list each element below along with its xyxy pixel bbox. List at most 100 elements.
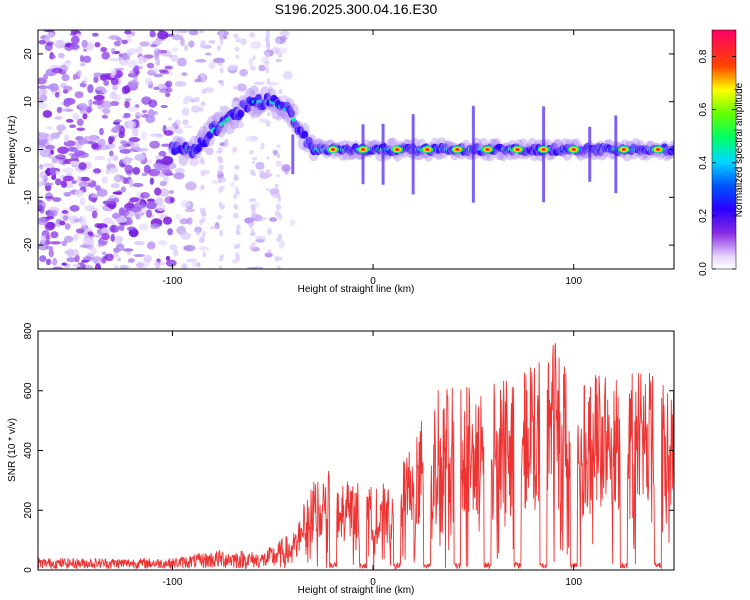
colorbar-tick-label: 0.6 — [698, 102, 709, 116]
noise-speckle — [49, 241, 62, 245]
noise-speckle — [100, 100, 113, 109]
noise-speckle — [54, 178, 62, 186]
noise-speckle — [124, 30, 132, 35]
streak-speckle — [217, 62, 223, 67]
streak-speckle — [219, 105, 223, 110]
noise-speckle — [52, 197, 62, 202]
noise-speckle — [162, 216, 173, 225]
noise-speckle — [164, 172, 174, 176]
noise-speckle — [140, 191, 150, 199]
noise-speckle — [165, 255, 171, 261]
noise-speckle — [48, 54, 57, 60]
noise-speckle — [203, 169, 210, 175]
noise-speckle — [113, 156, 119, 161]
noise-speckle — [153, 48, 162, 56]
spectrogram-y-tick-label: 10 — [23, 96, 34, 108]
noise-speckle — [66, 257, 77, 263]
noise-speckle — [106, 198, 115, 204]
noise-speckle — [59, 220, 66, 226]
noise-speckle — [38, 217, 46, 224]
noise-speckle — [115, 217, 128, 223]
streak-speckle — [232, 86, 239, 90]
noise-speckle — [40, 180, 45, 186]
streak-speckle — [218, 256, 224, 262]
noise-speckle — [42, 182, 54, 186]
streak-speckle — [218, 265, 223, 269]
noise-speckle — [184, 44, 189, 52]
ridge-spike — [291, 134, 295, 175]
noise-speckle — [69, 205, 80, 212]
noise-speckle — [159, 70, 170, 75]
noise-speckle — [109, 58, 121, 62]
noise-speckle — [92, 100, 102, 105]
noise-speckle — [272, 149, 279, 156]
hot-spot-core — [425, 148, 430, 151]
noise-speckle — [143, 254, 153, 263]
noise-speckle — [120, 186, 127, 193]
noise-speckle — [161, 156, 174, 165]
ridge-glow — [288, 103, 299, 118]
streak-speckle — [201, 88, 207, 95]
colorbar: 0.0 0.2 0.4 0.6 0.8 Normalized spectral ampl… — [698, 29, 745, 276]
noise-speckle — [56, 106, 63, 114]
noise-speckle — [39, 255, 47, 263]
noise-speckle — [122, 248, 134, 252]
noise-speckle — [193, 96, 201, 102]
noise-speckle — [39, 236, 47, 244]
noise-speckle — [174, 125, 179, 130]
noise-speckle — [64, 223, 71, 230]
streak-speckle — [199, 219, 203, 226]
streak-speckle — [252, 55, 256, 61]
noise-speckle — [78, 181, 90, 188]
noise-speckle — [279, 30, 290, 37]
noise-speckle — [141, 131, 148, 140]
noise-speckle — [99, 74, 108, 81]
streak-speckle — [266, 78, 271, 85]
noise-speckle — [109, 101, 120, 107]
noise-speckle — [119, 148, 132, 154]
streak-speckle — [250, 169, 255, 176]
noise-speckle — [159, 88, 170, 94]
noise-speckle — [133, 75, 138, 82]
noise-speckle — [64, 133, 69, 143]
noise-speckle — [165, 80, 173, 88]
noise-speckle — [76, 118, 84, 126]
noise-speckle — [42, 110, 53, 118]
noise-speckle — [54, 39, 66, 49]
noise-speckle — [87, 135, 99, 143]
streak-speckle — [202, 230, 206, 238]
noise-speckle — [71, 180, 77, 184]
noise-speckle — [183, 125, 194, 129]
noise-speckle — [150, 68, 162, 72]
noise-speckle — [196, 261, 201, 268]
streak-speckle — [250, 228, 255, 233]
noise-speckle — [160, 104, 169, 109]
noise-speckle — [112, 84, 119, 91]
noise-speckle — [175, 213, 181, 220]
noise-speckle — [255, 239, 265, 243]
noise-speckle — [96, 188, 108, 197]
ridge-core — [243, 104, 251, 113]
noise-speckle — [62, 192, 72, 196]
noise-speckle — [110, 182, 120, 189]
streak-speckle — [264, 60, 270, 67]
noise-speckle — [65, 118, 74, 123]
noise-speckle — [120, 140, 128, 145]
noise-speckle — [153, 86, 160, 91]
noise-speckle — [67, 146, 78, 152]
snr-series — [38, 343, 674, 570]
noise-speckle — [213, 57, 225, 64]
noise-speckle — [68, 152, 74, 156]
noise-speckle — [46, 41, 54, 46]
noise-speckle — [122, 156, 132, 166]
noise-speckle — [72, 113, 80, 121]
snr-y-tick-label: 0 — [23, 567, 34, 573]
streak-speckle — [235, 54, 239, 59]
spectrogram-y-tick-label: 0 — [23, 146, 34, 152]
noise-speckle — [63, 97, 76, 105]
ridge-glow — [178, 151, 189, 166]
noise-speckle — [118, 207, 126, 216]
streak-speckle — [277, 265, 281, 269]
noise-speckle — [109, 150, 114, 157]
streak-speckle — [235, 229, 240, 235]
